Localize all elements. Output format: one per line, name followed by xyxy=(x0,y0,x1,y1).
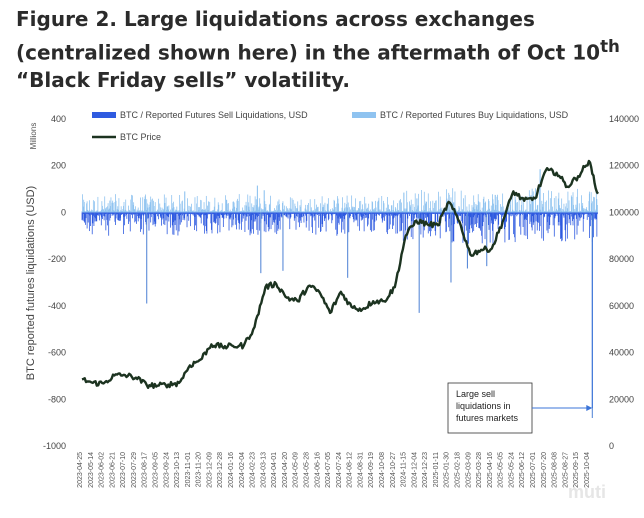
x-axis-tick-label: 2023-08-17 xyxy=(142,452,149,488)
x-axis-tick-label: 2025-01-11 xyxy=(433,452,440,487)
caption-text-before: Figure 2. Large liquidations across exch… xyxy=(16,7,601,65)
left-axis-tick-label: 400 xyxy=(51,114,66,124)
x-axis-tick-label: 2024-10-08 xyxy=(379,452,386,488)
x-axis-tick-label: 2024-02-04 xyxy=(239,452,246,488)
x-axis-tick-label: 2025-09-15 xyxy=(573,452,580,488)
x-axis-tick-label: 2023-12-09 xyxy=(206,452,213,488)
caption-superscript: th xyxy=(600,37,620,56)
watermark-text: muti xyxy=(568,482,606,502)
x-axis-tick-label: 2023-07-10 xyxy=(120,452,127,488)
x-axis-tick-label: 2025-05-24 xyxy=(508,452,515,488)
x-axis-tick-label: 2024-10-27 xyxy=(390,452,397,488)
x-axis-tick-label: 2024-08-31 xyxy=(357,452,364,488)
legend-label: BTC / Reported Futures Sell Liquidations… xyxy=(120,110,308,120)
x-axis-tick-label: 2025-07-01 xyxy=(530,452,537,488)
x-axis-tick-label: 2023-05-14 xyxy=(88,452,95,488)
left-axis-tick-label: -1000 xyxy=(43,441,66,451)
right-axis-tick-label: 0 xyxy=(609,441,614,451)
x-axis-tick-label: 2025-05-05 xyxy=(498,452,505,488)
x-axis-tick-label: 2025-01-30 xyxy=(444,452,451,488)
legend-swatch-bar xyxy=(352,112,376,118)
left-axis-tick-label: 0 xyxy=(61,207,66,217)
right-axis-tick-label: 20000 xyxy=(609,394,634,404)
x-axis-tick-label: 2023-11-20 xyxy=(196,452,203,487)
x-axis-tick-label: 2024-05-28 xyxy=(303,452,310,488)
x-axis-tick-label: 2024-04-20 xyxy=(282,452,289,488)
figure-caption: Figure 2. Large liquidations across exch… xyxy=(16,6,636,94)
x-axis-tick-label: 2024-01-16 xyxy=(228,452,235,488)
x-axis-tick-label: 2025-06-12 xyxy=(519,452,526,488)
liquidation-bars xyxy=(81,169,598,418)
x-axis-tick-label: 2024-12-23 xyxy=(422,452,429,488)
price-line-group xyxy=(81,159,599,389)
legend-swatch-bar xyxy=(92,112,116,118)
right-axis-tick-label: 60000 xyxy=(609,301,634,311)
x-axis-tick-label: 2025-08-27 xyxy=(562,452,569,488)
right-axis-tick-label: 40000 xyxy=(609,348,634,358)
annotation-box xyxy=(447,382,533,434)
x-axis-tick-label: 2025-04-16 xyxy=(487,452,494,488)
left-axis-tick-label: -400 xyxy=(48,301,66,311)
legend: BTC / Reported Futures Sell Liquidations… xyxy=(92,110,569,142)
annotation-arrow-head xyxy=(586,405,593,411)
axes: 400 200 0 -200 -400 -600 -800 -1000 140000 120000… xyxy=(25,114,639,488)
x-axis-tick-label: 2025-10-04 xyxy=(584,452,591,488)
x-axis-tick-label: 2024-04-01 xyxy=(271,452,278,488)
x-axis-tick-label: 2023-06-02 xyxy=(99,452,106,488)
x-axis-tick-label: 2024-03-13 xyxy=(260,452,267,488)
x-axis-tick-label: 2024-09-19 xyxy=(368,452,375,488)
annotation-text-line: Large sell xyxy=(456,389,495,399)
liquidations-chart: 400 200 0 -200 -400 -600 -800 -1000 140000 120000… xyxy=(25,110,639,502)
annotation: Large sell liquidations in futures markets xyxy=(447,212,593,434)
x-axis-tick-label: 2024-07-05 xyxy=(325,452,332,488)
x-axis-tick-label: 2023-07-29 xyxy=(131,452,138,488)
x-axis-tick-label: 2025-03-28 xyxy=(476,452,483,488)
left-axis-tick-label: -600 xyxy=(48,348,66,358)
x-axis-tick-label: 2023-12-28 xyxy=(217,452,224,488)
x-axis-tick-label: 2023-11-01 xyxy=(185,452,192,487)
annotation-text-line: futures markets xyxy=(456,413,519,423)
caption-text-after: “Black Friday sells” volatility. xyxy=(16,67,350,92)
x-axis-tick-label: 2023-10-13 xyxy=(174,452,181,488)
x-axis-tick-label: 2024-11-15 xyxy=(401,452,408,487)
y-axis-label: BTC reported futures liquidations (USD) xyxy=(25,186,37,380)
x-axis-tick-label: 2023-06-21 xyxy=(109,452,116,488)
x-axis-tick-label: 2025-03-09 xyxy=(465,452,472,488)
x-axis-tick-label: 2023-09-05 xyxy=(152,452,159,488)
x-axis-tick-label: 2024-08-12 xyxy=(347,452,354,488)
right-axis-tick-label: 100000 xyxy=(609,207,639,217)
x-axis-tick-label: 2025-07-20 xyxy=(541,452,548,488)
right-axis-tick-label: 140000 xyxy=(609,114,639,124)
chart-container: 400 200 0 -200 -400 -600 -800 -1000 140000 120000… xyxy=(0,100,644,513)
btc-price-line xyxy=(81,159,599,389)
x-axis-tick-label: 2024-06-16 xyxy=(314,452,321,488)
x-axis-tick-label: 2025-08-08 xyxy=(552,452,559,488)
x-axis-tick-label: 2024-05-09 xyxy=(293,452,300,488)
legend-label: BTC Price xyxy=(120,132,161,142)
x-axis-tick-label: 2024-07-24 xyxy=(336,452,343,488)
right-axis-tick-label: 120000 xyxy=(609,161,639,171)
x-axis-tick-label: 2024-02-23 xyxy=(250,452,257,488)
x-axis-tick-label: 2023-04-25 xyxy=(77,452,84,488)
right-axis-tick-label: 80000 xyxy=(609,254,634,264)
left-axis-tick-label: -200 xyxy=(48,254,66,264)
annotation-text-line: liquidations in xyxy=(456,401,511,411)
x-axis-tick-label: 2023-09-24 xyxy=(163,452,170,488)
left-axis-tick-label: 200 xyxy=(51,161,66,171)
legend-label: BTC / Reported Futures Buy Liquidations,… xyxy=(380,110,569,120)
x-axis-tick-label: 2024-12-04 xyxy=(411,452,418,488)
left-axis-tick-label: -800 xyxy=(48,394,66,404)
y-axis-units-label: Millions xyxy=(29,123,38,150)
x-axis-tick-label: 2025-02-18 xyxy=(454,452,461,488)
